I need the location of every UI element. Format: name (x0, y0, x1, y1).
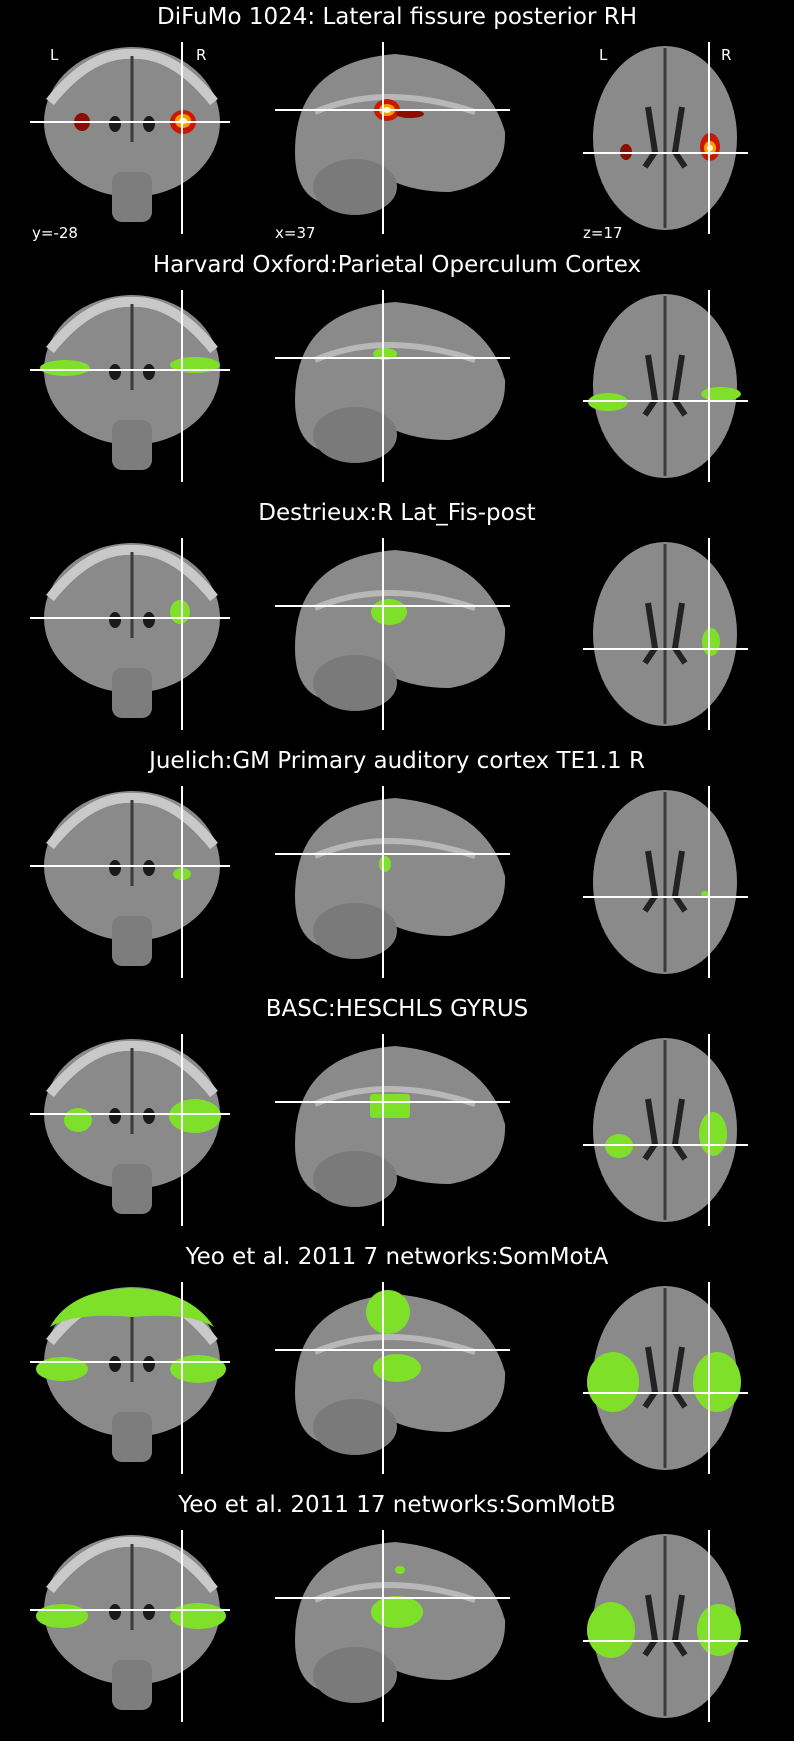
axial-view (583, 1282, 748, 1474)
row-title: BASC:HESCHLS GYRUS (265, 996, 529, 1022)
axial-coordinate-label: z=17 (583, 224, 623, 242)
axial-view (583, 1530, 748, 1722)
row-title: Yeo et al. 2011 17 networks:SomMotB (178, 1492, 616, 1518)
coronal-view (30, 290, 230, 482)
sagittal-view (275, 1034, 510, 1226)
atlas-row-yeo-17: Yeo et al. 2011 17 networks:SomMotB (0, 1488, 794, 1736)
row-title: Harvard Oxford:Parietal Operculum Cortex (152, 252, 642, 278)
coronal-view (30, 786, 230, 978)
axial-view (583, 538, 748, 730)
row-title: Juelich:GM Primary auditory cortex TE1.1… (149, 748, 645, 774)
orientation-left-label: L (50, 46, 59, 64)
sagittal-view (275, 1530, 510, 1722)
row-title: Destrieux:R Lat_Fis-post (258, 500, 536, 526)
sagittal-view (275, 538, 510, 730)
row-title: Yeo et al. 2011 7 networks:SomMotA (185, 1244, 609, 1270)
coronal-view (30, 42, 230, 234)
sagittal-view (275, 786, 510, 978)
axial-view (583, 1034, 748, 1226)
row-title: DiFuMo 1024: Lateral fissure posterior R… (156, 4, 638, 30)
axial-view (583, 290, 748, 482)
orientation-left-label: L (599, 46, 608, 64)
coronal-view (30, 538, 230, 730)
atlas-row-difumo: DiFuMo 1024: Lateral fissure posterior R… (0, 0, 794, 248)
atlas-row-basc: BASC:HESCHLS GYRUS (0, 992, 794, 1240)
sagittal-view (275, 1282, 510, 1474)
sagittal-view (275, 42, 510, 234)
axial-view (583, 42, 748, 234)
atlas-row-destrieux: Destrieux:R Lat_Fis-post (0, 496, 794, 744)
axial-view (583, 786, 748, 978)
coronal-view (30, 1282, 230, 1474)
atlas-row-yeo-7: Yeo et al. 2011 7 networks:SomMotA (0, 1240, 794, 1488)
orientation-right-label: R (196, 46, 207, 64)
coronal-view (30, 1530, 230, 1722)
orientation-right-label: R (721, 46, 732, 64)
atlas-row-harvard-oxford: Harvard Oxford:Parietal Operculum Cortex (0, 248, 794, 496)
atlas-row-juelich: Juelich:GM Primary auditory cortex TE1.1… (0, 744, 794, 992)
coronal-view (30, 1034, 230, 1226)
sagittal-view (275, 290, 510, 482)
sagittal-coordinate-label: x=37 (275, 224, 316, 242)
coronal-coordinate-label: y=-28 (32, 224, 78, 242)
